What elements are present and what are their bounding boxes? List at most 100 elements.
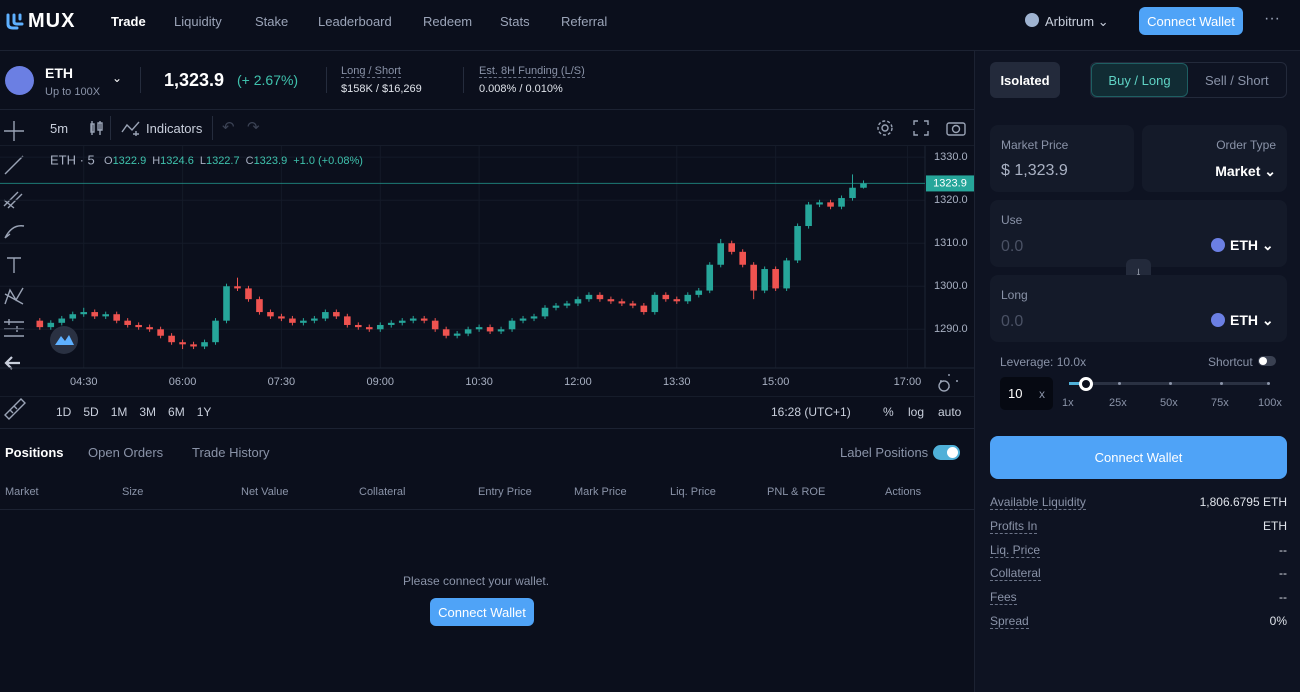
- shortcut-toggle[interactable]: [1258, 356, 1276, 366]
- settings-icon[interactable]: [876, 119, 894, 137]
- candle-body: [311, 318, 318, 321]
- chart-type-icon[interactable]: [88, 119, 104, 137]
- candle-body: [486, 327, 494, 332]
- token-icon: [1211, 313, 1225, 327]
- candle-body: [344, 316, 351, 325]
- y-tick-label: 1310.0: [934, 237, 968, 249]
- scale-button[interactable]: %: [883, 405, 894, 419]
- candle-body: [201, 342, 208, 347]
- connect-wallet-button[interactable]: Connect Wallet: [1139, 7, 1243, 35]
- empty-message: Please connect your wallet.: [403, 574, 550, 588]
- sell-short-tab[interactable]: Sell / Short: [1205, 73, 1269, 88]
- nav-link[interactable]: Redeem: [423, 14, 473, 29]
- candle-body: [234, 286, 241, 289]
- more-menu[interactable]: ···: [1264, 10, 1280, 27]
- candle-body: [750, 264, 757, 291]
- candle-body: [168, 335, 175, 343]
- candle-body: [245, 288, 252, 300]
- column-header: Size: [122, 486, 144, 498]
- margin-mode-button[interactable]: Isolated: [990, 62, 1060, 98]
- nav-link[interactable]: Liquidity: [174, 14, 222, 29]
- candle-body: [497, 329, 505, 332]
- text-tool[interactable]: [7, 257, 21, 273]
- candle-body: [442, 329, 450, 336]
- fib-tool[interactable]: [3, 191, 23, 209]
- connect-wallet-button[interactable]: Connect Wallet: [430, 598, 534, 626]
- nav-link[interactable]: Referral: [561, 14, 608, 29]
- buy-long-tab[interactable]: Buy / Long: [1091, 63, 1188, 97]
- back-tool[interactable]: [4, 356, 20, 370]
- candle-body: [102, 314, 109, 317]
- nav-link[interactable]: Stake: [255, 14, 289, 29]
- column-header: Liq. Price: [670, 486, 716, 498]
- undo-button[interactable]: ↶: [222, 119, 235, 136]
- x-tick-label: 17:00: [894, 376, 922, 388]
- ruler-tool[interactable]: [4, 398, 26, 420]
- pattern-tool[interactable]: [4, 287, 24, 305]
- candle-body: [376, 324, 384, 330]
- nav-link[interactable]: Trade: [111, 14, 146, 29]
- info-label: Profits In: [990, 518, 1038, 534]
- label-positions-toggle[interactable]: [933, 445, 960, 460]
- range-button[interactable]: 1Y: [196, 405, 212, 419]
- network-selector[interactable]: Arbitrum ⌄: [1045, 14, 1109, 29]
- tab-active[interactable]: Positions: [5, 445, 64, 460]
- column-header: Actions: [885, 486, 922, 498]
- leverage-thumb[interactable]: [1079, 377, 1093, 391]
- info-label: Spread: [990, 614, 1029, 629]
- crosshair-tool[interactable]: [4, 121, 24, 141]
- redo-button[interactable]: ↷: [247, 119, 260, 136]
- scale-button[interactable]: auto: [938, 405, 962, 419]
- range-button[interactable]: 5D: [83, 405, 99, 419]
- range-buttons: 1D 5D 1M 3M 6M 1Y: [56, 405, 211, 419]
- candle-body: [717, 243, 725, 265]
- tab[interactable]: Open Orders: [88, 445, 164, 460]
- logo: MUX: [28, 10, 76, 32]
- x-tick-label: 15:00: [762, 376, 790, 388]
- long-input[interactable]: 0.0: [1001, 313, 1024, 330]
- nav-link[interactable]: Leaderboard: [318, 14, 392, 29]
- candle-body: [849, 187, 856, 199]
- connect-wallet-button[interactable]: Connect Wallet: [990, 436, 1287, 479]
- use-input[interactable]: 0.0: [1001, 238, 1024, 255]
- y-tick-label: 1320.0: [934, 194, 968, 206]
- brush-tool[interactable]: [4, 225, 25, 239]
- indicators-button[interactable]: Indicators: [146, 121, 203, 136]
- fullscreen-icon[interactable]: [912, 119, 930, 137]
- candle-body: [761, 269, 768, 291]
- trendline-tool[interactable]: [4, 155, 24, 175]
- candlestick-chart: ETH · 5 O1322.9 H1324.6 L1322.7 C1323.9 +1.0…: [0, 146, 974, 392]
- candle-body: [300, 320, 307, 323]
- candle-body: [530, 316, 538, 319]
- token-selector[interactable]: ETH ⌄: [1230, 237, 1274, 253]
- screenshot-icon[interactable]: [946, 119, 966, 137]
- range-button[interactable]: 1M: [110, 405, 128, 419]
- funding-label: Est. 8H Funding (L/S): [479, 65, 585, 78]
- axis-settings-icon[interactable]: [938, 374, 958, 392]
- range-button[interactable]: 6M: [168, 405, 185, 419]
- candle-body: [805, 204, 812, 227]
- order-type-card[interactable]: Order Type Market ⌄: [1142, 125, 1287, 192]
- slider-dot: [1118, 382, 1121, 385]
- x-tick-label: 09:00: [366, 376, 394, 388]
- symbol-dropdown[interactable]: ⌄: [112, 71, 123, 85]
- candle-body: [453, 333, 461, 336]
- interval-button[interactable]: 5m: [50, 121, 69, 136]
- range-button[interactable]: 3M: [139, 405, 157, 419]
- candle-body: [772, 269, 779, 289]
- info-label: Available Liquidity: [990, 495, 1086, 510]
- ohlc-label: C: [246, 155, 254, 167]
- nav-link[interactable]: Stats: [500, 14, 530, 29]
- divider: [463, 67, 464, 93]
- candle-body: [278, 316, 285, 319]
- range-button[interactable]: 1D: [56, 405, 72, 419]
- order-type-value: Market: [1215, 163, 1261, 179]
- column-header: PNL & ROE: [767, 486, 826, 498]
- leverage-input[interactable]: 10 x: [1000, 377, 1053, 410]
- candle-body: [420, 318, 428, 321]
- token-selector[interactable]: ETH ⌄: [1230, 312, 1274, 328]
- tab[interactable]: Trade History: [192, 445, 270, 460]
- scale-button[interactable]: log: [908, 405, 925, 419]
- eth-icon: [5, 66, 34, 95]
- slider-dot: [1220, 382, 1223, 385]
